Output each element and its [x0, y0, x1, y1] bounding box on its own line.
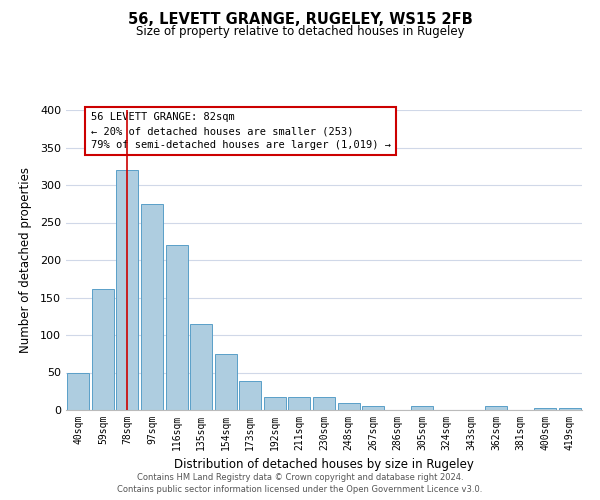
- Bar: [166, 245, 188, 410]
- Bar: [313, 396, 335, 410]
- Bar: [362, 406, 384, 410]
- Text: Size of property relative to detached houses in Rugeley: Size of property relative to detached ho…: [136, 24, 464, 38]
- Bar: [485, 406, 507, 410]
- Text: Contains HM Land Registry data © Crown copyright and database right 2024.: Contains HM Land Registry data © Crown c…: [137, 474, 463, 482]
- Bar: [141, 204, 163, 410]
- Bar: [559, 408, 581, 410]
- Bar: [411, 406, 433, 410]
- Bar: [67, 373, 89, 410]
- Text: Contains public sector information licensed under the Open Government Licence v3: Contains public sector information licen…: [118, 485, 482, 494]
- Bar: [264, 396, 286, 410]
- Bar: [239, 381, 262, 410]
- Text: 56, LEVETT GRANGE, RUGELEY, WS15 2FB: 56, LEVETT GRANGE, RUGELEY, WS15 2FB: [128, 12, 472, 28]
- Text: 56 LEVETT GRANGE: 82sqm
← 20% of detached houses are smaller (253)
79% of semi-d: 56 LEVETT GRANGE: 82sqm ← 20% of detache…: [91, 112, 391, 150]
- Bar: [215, 354, 237, 410]
- Bar: [116, 170, 139, 410]
- Bar: [534, 408, 556, 410]
- Bar: [289, 396, 310, 410]
- Bar: [92, 288, 114, 410]
- X-axis label: Distribution of detached houses by size in Rugeley: Distribution of detached houses by size …: [174, 458, 474, 471]
- Bar: [338, 402, 359, 410]
- Y-axis label: Number of detached properties: Number of detached properties: [19, 167, 32, 353]
- Bar: [190, 324, 212, 410]
